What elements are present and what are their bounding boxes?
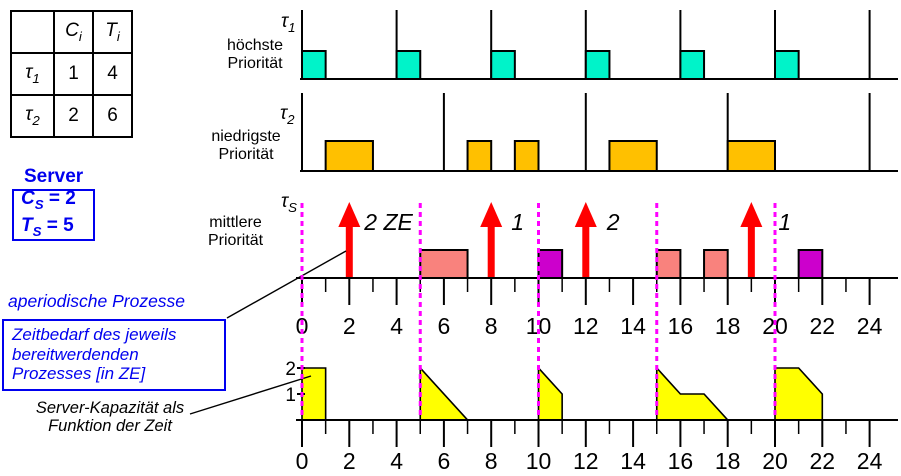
upper-time-axis-tick-label: 12: [573, 313, 599, 339]
server-period-param: TS = 5: [21, 215, 74, 239]
table-row-tau1-label: τ1: [10, 52, 55, 96]
tau1-execution-box: [395, 50, 422, 80]
tau1-priority-label: höchste Priorität: [226, 37, 284, 72]
lower-time-axis-tick-label: 0: [296, 448, 309, 474]
tauS-priority-label: mittlere Priorität: [207, 214, 264, 249]
table-header-ti: Ti: [92, 10, 133, 54]
demand-note-line: Prozesses [in ZE]: [12, 364, 146, 383]
upper-time-axis-tick-label: 8: [485, 313, 498, 339]
upper-time-axis-tick-label: 18: [715, 313, 741, 339]
aperiodic-processes-note: aperiodische Prozesse: [8, 291, 186, 311]
server-capacity-shape: [301, 367, 327, 421]
capacity-note-line: Funktion der Zeit: [48, 417, 172, 435]
server-capacity-shape: [537, 365, 563, 421]
upper-time-axis-tick-label: 24: [857, 313, 883, 339]
aperiodic-arrival-arrow-head: [740, 202, 763, 227]
table-header-ci: Ci: [53, 10, 94, 54]
server-execution-box-purple: [797, 249, 824, 279]
tau1-execution-box: [584, 50, 611, 80]
demand-note-box: Zeitbedarf des jeweils bereitwerdenden P…: [2, 319, 226, 391]
demand-note-leader-line: [226, 250, 347, 319]
upper-time-axis-tick-label: 2: [343, 313, 356, 339]
capacity-axis-label-2: 2: [285, 359, 296, 380]
lower-time-axis-tick-label: 22: [810, 448, 836, 474]
lower-time-axis-tick-label: 18: [715, 448, 741, 474]
lower-time-axis-tick-label: 12: [573, 448, 599, 474]
tau2-execution-box: [608, 140, 658, 172]
lower-time-axis-tick-label: 16: [668, 448, 694, 474]
lower-time-axis-tick-label: 14: [620, 448, 646, 474]
table-cell-tau2-c: 2: [53, 94, 94, 138]
lower-time-axis-tick-label: 24: [857, 448, 883, 474]
table-corner-cell: [10, 10, 55, 54]
table-cell-tau2-t: 6: [92, 94, 133, 138]
lower-time-axis-tick-label: 6: [438, 448, 451, 474]
server-execution-box-purple: [537, 249, 564, 279]
tau1-symbol: τ1: [281, 11, 296, 35]
table-cell-tau1-c: 1: [53, 52, 94, 96]
tau2-execution-box: [726, 140, 777, 172]
server-execution-box-salmon: [419, 249, 469, 279]
server-params-box: CS = 2 TS = 5: [12, 188, 95, 241]
upper-time-axis-tick-label: 4: [390, 313, 403, 339]
lower-time-axis-tick-label: 20: [762, 448, 788, 474]
aperiodic-demand-label: 2: [606, 209, 620, 235]
capacity-note-leader-line: [189, 375, 312, 415]
upper-time-axis-tick-label: 20: [762, 313, 788, 339]
upper-time-axis-tick-label: 16: [668, 313, 694, 339]
server-execution-box-salmon: [703, 249, 729, 279]
lower-time-axis-tick-label: 8: [485, 448, 498, 474]
tau1-execution-box: [679, 50, 706, 80]
aperiodic-arrival-arrow-head: [574, 202, 597, 227]
tau1-execution-box: [301, 50, 327, 80]
demand-note-line: bereitwerdenden: [12, 344, 139, 364]
capacity-note-line: Server-Kapazität als: [35, 399, 185, 417]
tau2-execution-box: [324, 140, 374, 172]
upper-time-axis-tick-label: 0: [296, 313, 309, 339]
capacity-axis-label-1: 1: [285, 385, 296, 406]
server-capacity-shape: [774, 367, 824, 421]
lower-time-axis-tick-label: 2: [343, 448, 356, 474]
table-cell-tau1-t: 4: [92, 52, 133, 96]
aperiodic-arrival-arrow-head: [338, 202, 361, 227]
capacity-function-note: Server-Kapazität als Funktion der Zeit: [22, 399, 198, 435]
server-execution-box-salmon: [655, 249, 682, 279]
table-row-tau2-label: τ2: [10, 94, 55, 138]
demand-note-line: Zeitbedarf des jeweils: [12, 325, 177, 344]
server-capacity-shape: [419, 365, 470, 421]
upper-time-axis-tick-label: 14: [620, 313, 646, 339]
upper-time-axis-tick-label: 22: [810, 313, 836, 339]
upper-time-axis-tick-label: 6: [438, 313, 451, 339]
server-title: Server: [24, 166, 84, 187]
tau2-priority-label: niedrigste Priorität: [211, 128, 281, 163]
aperiodic-demand-label: 2 ZE: [363, 209, 413, 235]
aperiodic-arrival-arrow-head: [480, 202, 503, 227]
tau1-execution-box: [490, 50, 516, 80]
server-capacity-shape: [655, 365, 730, 421]
server-capacity-param: CS = 2: [21, 188, 76, 212]
aperiodic-demand-label: 1: [511, 209, 524, 235]
lower-time-axis-tick-label: 10: [526, 448, 552, 474]
upper-time-axis-tick-label: 10: [526, 313, 552, 339]
tau1-execution-box: [774, 50, 800, 80]
tau2-execution-box: [466, 140, 493, 172]
tauS-symbol: τS: [281, 191, 297, 215]
tau2-symbol: τ2: [280, 103, 295, 127]
aperiodic-demand-label: 1: [778, 209, 791, 235]
task-parameter-table: Ci Ti τ1 1 4 τ2 2 6: [10, 10, 133, 138]
tau2-execution-box: [513, 140, 540, 172]
lower-time-axis-tick-label: 4: [390, 448, 403, 474]
